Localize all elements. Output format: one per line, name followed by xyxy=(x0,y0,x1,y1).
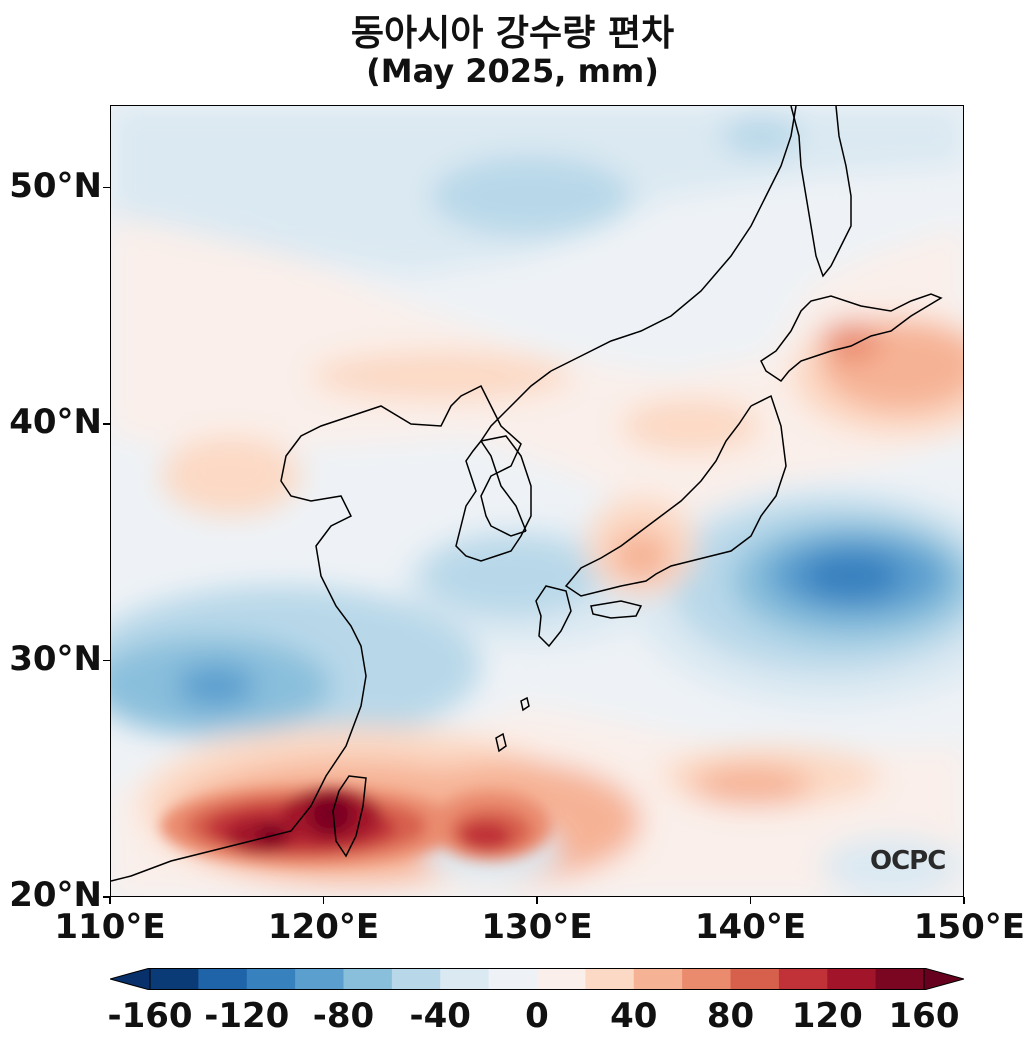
map-subtitle: (May 2025, mm) xyxy=(366,52,659,90)
colorbar-segment xyxy=(440,968,490,990)
lon-tick-label: 150°E xyxy=(913,907,1025,947)
colorbar-segment xyxy=(150,968,199,990)
colorbar-label: -120 xyxy=(204,996,290,1036)
colorbar-segment xyxy=(585,968,635,990)
lon-tick xyxy=(322,897,325,904)
colorbar-segment xyxy=(827,968,877,990)
lat-tick xyxy=(103,659,110,662)
colorbar-label: 40 xyxy=(610,996,658,1036)
lon-tick-label: 130°E xyxy=(481,907,593,947)
map-title: 동아시아 강수량 편차 xyxy=(350,13,675,54)
lon-tick xyxy=(109,897,111,904)
colorbar-label: 80 xyxy=(706,996,755,1036)
ocpc-logo: OCPC xyxy=(870,846,946,876)
colorbar-segment xyxy=(198,968,248,990)
lat-tick-label: 40°N xyxy=(9,402,102,443)
colorbar-outline xyxy=(149,968,925,990)
colorbar-extend-high xyxy=(923,968,964,990)
colorbar-label: -160 xyxy=(107,996,193,1036)
colorbar-segment xyxy=(778,968,828,990)
lat-tick-label: 50°N xyxy=(9,165,102,206)
lat-tick-label: 30°N xyxy=(9,638,102,679)
colorbar-segment xyxy=(343,968,393,990)
colorbar xyxy=(110,968,964,990)
lon-tick xyxy=(963,897,965,904)
lon-tick-label: 120°E xyxy=(267,907,380,947)
colorbar-segment xyxy=(682,968,731,990)
colorbar-extend-low xyxy=(110,968,151,990)
colorbar-segment xyxy=(875,968,925,990)
colorbar-segment xyxy=(488,968,538,990)
colorbar-segment xyxy=(391,968,441,990)
lon-tick-label: 140°E xyxy=(694,907,807,947)
coastlines xyxy=(111,106,943,882)
colorbar-label: -40 xyxy=(409,996,471,1036)
lat-tick xyxy=(103,896,110,898)
colorbar-segment xyxy=(295,968,344,990)
colorbar-segment xyxy=(246,968,296,990)
colorbar-label: 160 xyxy=(888,996,960,1036)
colorbar-segment xyxy=(633,968,683,990)
colorbar-label: 0 xyxy=(525,996,549,1036)
lon-tick-label: 110°E xyxy=(54,907,166,947)
anomaly-map xyxy=(110,105,964,897)
anomaly-field xyxy=(111,106,963,896)
colorbar-label: -80 xyxy=(312,996,375,1036)
colorbar-label: 120 xyxy=(791,996,863,1036)
colorbar-segment xyxy=(537,968,586,990)
lat-tick-label: 20°N xyxy=(9,875,102,915)
lat-tick xyxy=(103,423,110,425)
lon-tick xyxy=(536,897,538,904)
lat-tick xyxy=(103,186,110,189)
lon-tick xyxy=(749,897,752,904)
colorbar-segment xyxy=(730,968,780,990)
